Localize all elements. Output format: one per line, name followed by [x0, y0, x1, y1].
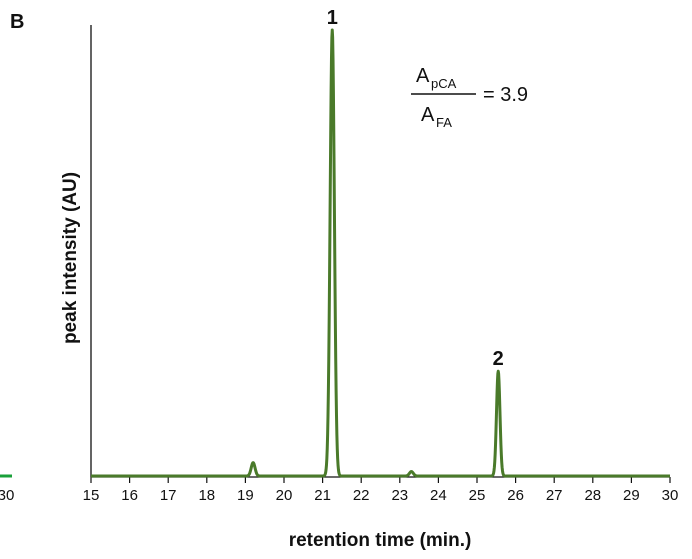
left-panel-tick-label: 30 — [0, 487, 14, 504]
x-axis-tick-labels: 15 16 17 18 19 20 21 22 23 24 25 26 27 28 29 30 — [83, 487, 679, 504]
x-tick-label: 25 — [469, 487, 486, 504]
denominator-sub: FA — [436, 115, 452, 130]
peak-label-1: 1 — [327, 7, 338, 29]
numerator-sub: pCA — [431, 76, 457, 91]
x-tick-label: 21 — [314, 487, 331, 504]
panel-label: B — [10, 11, 24, 33]
ratio-equation: A pCA A FA = 3.9 — [411, 65, 528, 130]
x-tick-label: 18 — [198, 487, 215, 504]
x-tick-label: 17 — [160, 487, 177, 504]
x-tick-label: 15 — [83, 487, 100, 504]
x-tick-label: 22 — [353, 487, 370, 504]
x-tick-label: 29 — [623, 487, 640, 504]
numerator-main: A — [416, 65, 430, 87]
x-tick-label: 19 — [237, 487, 254, 504]
x-tick-label: 24 — [430, 487, 447, 504]
chromatogram-trace — [89, 28, 672, 478]
x-tick-label: 16 — [121, 487, 138, 504]
peak-labels: 12 — [327, 7, 504, 370]
x-tick-label: 20 — [276, 487, 293, 504]
peak-label-2: 2 — [493, 348, 504, 370]
ratio-value: = 3.9 — [483, 84, 528, 106]
x-tick-label: 30 — [662, 487, 679, 504]
x-tick-label: 28 — [584, 487, 601, 504]
y-axis-title: peak intensity (AU) — [60, 172, 81, 344]
denominator-main: A — [421, 104, 435, 126]
x-axis-title: retention time (min.) — [289, 530, 472, 551]
x-tick-label: 23 — [391, 487, 408, 504]
x-tick-label: 26 — [507, 487, 524, 504]
x-tick-label: 27 — [546, 487, 563, 504]
x-axis-ticks — [90, 477, 671, 483]
